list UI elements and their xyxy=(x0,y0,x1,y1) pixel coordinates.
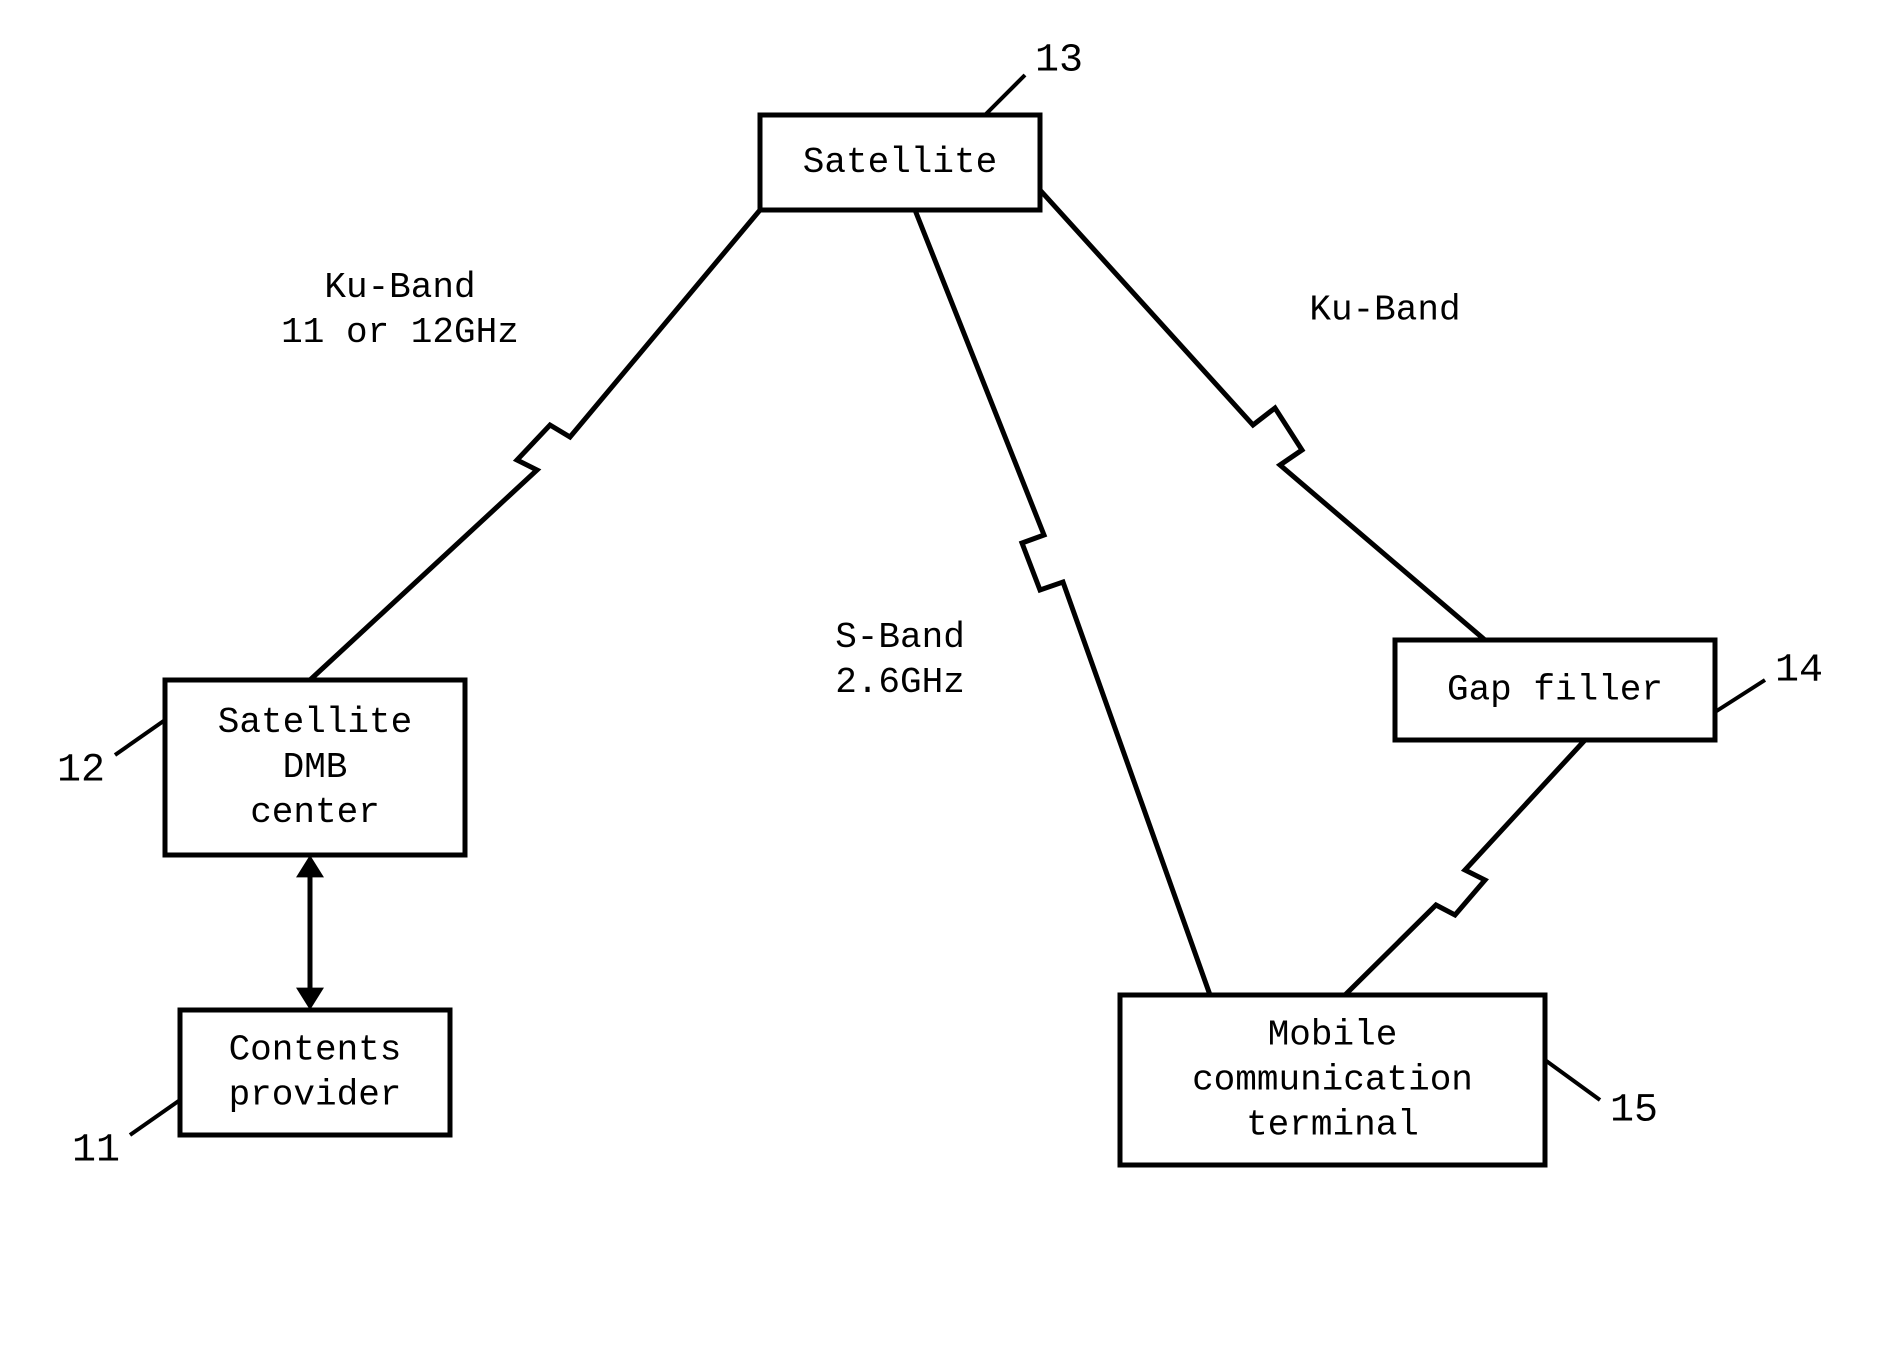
ref-leader-gap_filler xyxy=(1715,680,1765,712)
arrowhead-down-icon xyxy=(296,988,324,1010)
ref-leader-contents_provider xyxy=(130,1100,180,1135)
ref-number-dmb_center: 12 xyxy=(57,749,105,794)
ref-number-gap_filler: 14 xyxy=(1775,649,1823,694)
node-label-terminal: communication xyxy=(1192,1060,1473,1101)
node-label-dmb_center: DMB xyxy=(283,747,348,788)
ref-number-contents_provider: 11 xyxy=(72,1129,120,1174)
link-label-dmb-satellite: 11 or 12GHz xyxy=(281,312,519,353)
node-label-contents_provider: provider xyxy=(229,1075,402,1116)
arrowhead-up-icon xyxy=(296,855,324,877)
node-label-dmb_center: Satellite xyxy=(218,702,412,743)
node-label-dmb_center: center xyxy=(250,792,380,833)
node-label-satellite: Satellite xyxy=(803,142,997,183)
link-label-satellite-terminal: 2.6GHz xyxy=(835,662,965,703)
ref-leader-dmb_center xyxy=(115,720,165,755)
ref-number-terminal: 15 xyxy=(1610,1089,1658,1134)
ref-number-satellite: 13 xyxy=(1035,39,1083,84)
dmb-system-diagram: Ku-Band11 or 12GHzKu-BandS-Band2.6GHzSat… xyxy=(0,0,1890,1346)
link-gapfiller-terminal xyxy=(1345,740,1585,995)
link-label-satellite-gapfiller: Ku-Band xyxy=(1309,290,1460,331)
node-label-terminal: Mobile xyxy=(1268,1015,1398,1056)
node-label-contents_provider: Contents xyxy=(229,1030,402,1071)
node-label-terminal: terminal xyxy=(1246,1105,1419,1146)
ref-leader-satellite xyxy=(985,75,1025,115)
link-label-satellite-terminal: S-Band xyxy=(835,617,965,658)
node-label-gap_filler: Gap filler xyxy=(1447,670,1663,711)
link-label-dmb-satellite: Ku-Band xyxy=(324,267,475,308)
ref-leader-terminal xyxy=(1545,1060,1600,1100)
link-satellite-gapfiller xyxy=(1040,190,1485,640)
